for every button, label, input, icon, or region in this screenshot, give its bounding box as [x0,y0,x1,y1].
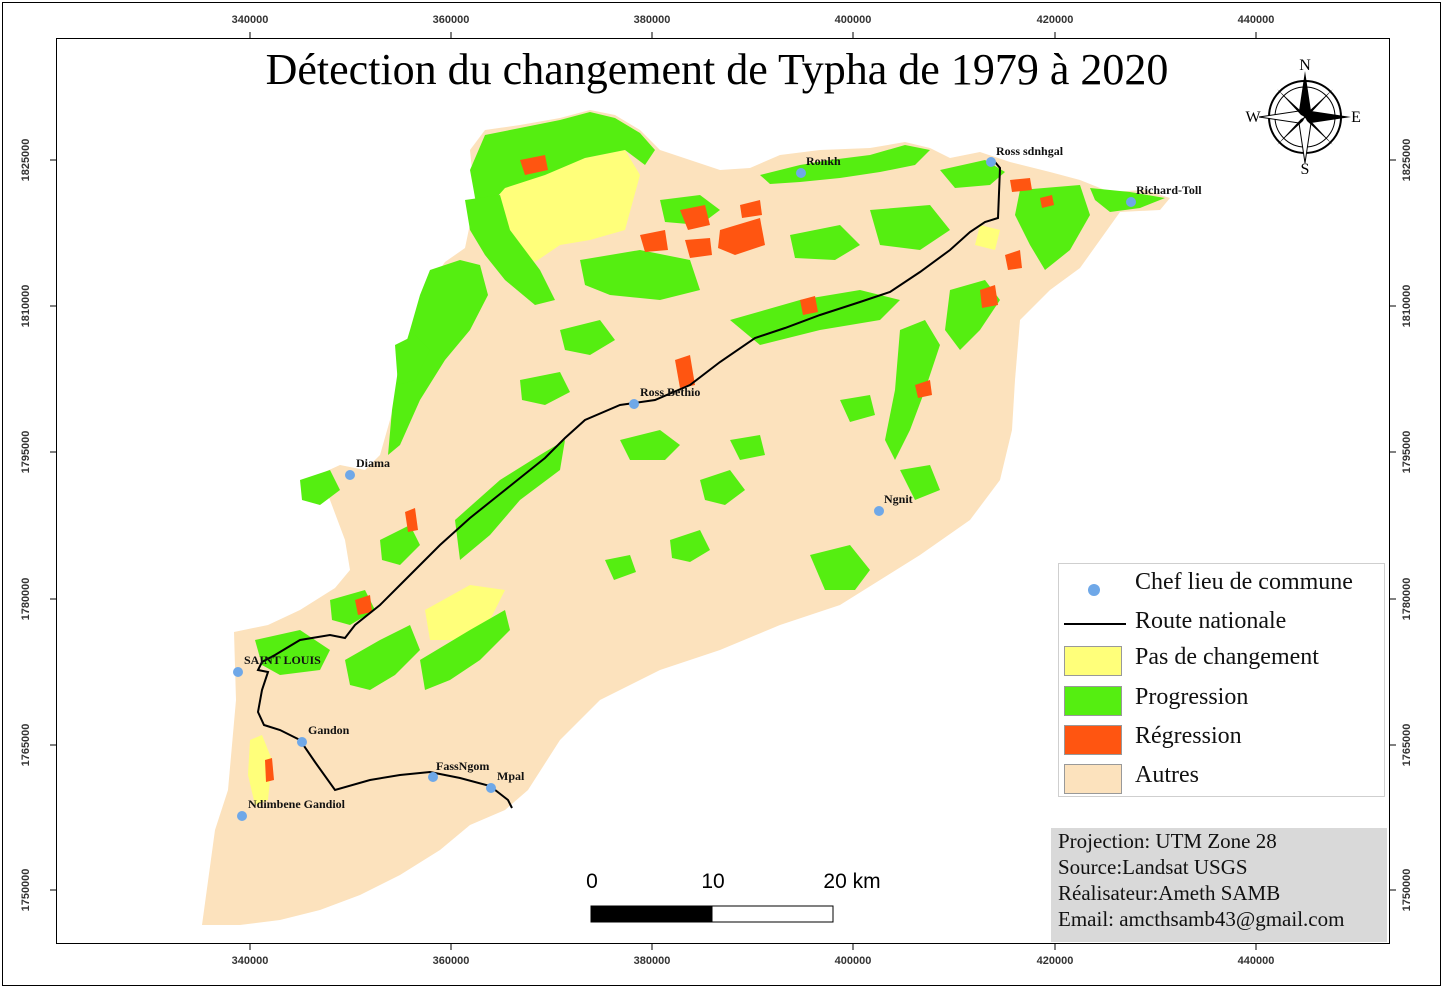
route-nationale [256,161,1002,809]
info-box: Projection: UTM Zone 28 Source:Landsat U… [1051,828,1387,942]
x-tick-top: 400000 [834,14,872,26]
town-label: Ndimbene Gandiol [248,797,346,811]
marker-saint-louis [233,667,243,677]
scale-label-ten: 10 [701,870,725,893]
x-tick-bottom: 400000 [834,955,872,967]
x-tick-top: 440000 [1237,14,1275,26]
legend-row-route: Route nationale [1059,608,1384,642]
commune-markers [233,157,1136,821]
scale-label-zero: 0 [586,870,598,893]
legend-label-pas-de-changement: Pas de changement [1135,644,1319,670]
legend-commune-dot [1088,584,1100,596]
x-tick-bottom: 440000 [1237,955,1275,967]
town-label: Mpal [497,769,525,783]
legend-swatch-yellow [1064,646,1122,676]
marker-richard-toll [1126,197,1136,207]
zones-progression [255,112,1165,690]
legend-row-progression: Progression [1059,684,1384,718]
x-tick-bottom: 340000 [231,955,269,967]
x-tick-bottom: 420000 [1036,955,1074,967]
map-title: Détection du changement de Typha de 1979… [265,45,1169,94]
compass-s: S [1301,161,1310,178]
info-realisateur: Réalisateur:Ameth SAMB [1058,881,1281,905]
zones-regression [265,155,1054,782]
marker-fassngom [428,772,438,782]
marker-ronkh [796,168,806,178]
legend-row-regression: Régression [1059,723,1384,757]
legend-swatch-red [1064,725,1122,755]
legend-swatch-beige [1064,764,1122,794]
scale-label-twenty: 20 km [823,870,881,893]
legend-label-progression: Progression [1135,684,1249,710]
compass-n: N [1299,57,1311,74]
legend-row-autres: Autres [1059,762,1384,796]
town-label: Ronkh [806,154,841,168]
compass-rose [1258,71,1351,164]
compass-e: E [1351,109,1361,126]
town-label: FassNgom [436,759,489,773]
x-tick-top: 420000 [1036,14,1074,26]
marker-gandon [297,737,307,747]
legend-row-chef-lieu: Chef lieu de commune [1059,567,1384,601]
x-tick-top: 380000 [633,14,671,26]
legend-label-autres: Autres [1135,762,1199,788]
marker-ross-sdnhgal [986,157,996,167]
marker-ross-bethio [629,399,639,409]
x-tick-bottom: 360000 [432,955,470,967]
marker-diama [345,470,355,480]
town-label: Ross sdnhgal [996,144,1064,158]
legend-label-regression: Régression [1135,723,1242,749]
town-label: Diama [356,456,390,470]
town-label: Gandon [308,723,350,737]
tick-marks [50,32,1396,950]
legend-label-chef-lieu: Chef lieu de commune [1135,569,1353,595]
legend-swatch-green [1064,686,1122,716]
x-tick-bottom: 380000 [633,955,671,967]
town-label: Ross Bethio [640,385,700,399]
legend: Chef lieu de commune Route nationale Pas… [1058,563,1385,797]
town-label: Richard-Toll [1136,183,1202,197]
marker-ngnit [874,506,884,516]
info-projection: Projection: UTM Zone 28 [1058,829,1277,853]
compass-w: W [1245,109,1261,126]
info-source: Source:Landsat USGS [1058,855,1248,879]
marker-mpal [486,783,496,793]
legend-route-line [1064,623,1126,625]
x-tick-top: 360000 [432,14,470,26]
town-label: Ngnit [884,492,913,506]
scale-bar [590,905,834,923]
info-email: Email: amcthsamb43@gmail.com [1058,907,1345,931]
marker-ndimbene-gandiol [237,811,247,821]
legend-label-route: Route nationale [1135,608,1287,634]
legend-row-pas-de-changement: Pas de changement [1059,644,1384,678]
x-tick-top: 340000 [231,14,269,26]
town-label: SAINT LOUIS [244,653,321,667]
